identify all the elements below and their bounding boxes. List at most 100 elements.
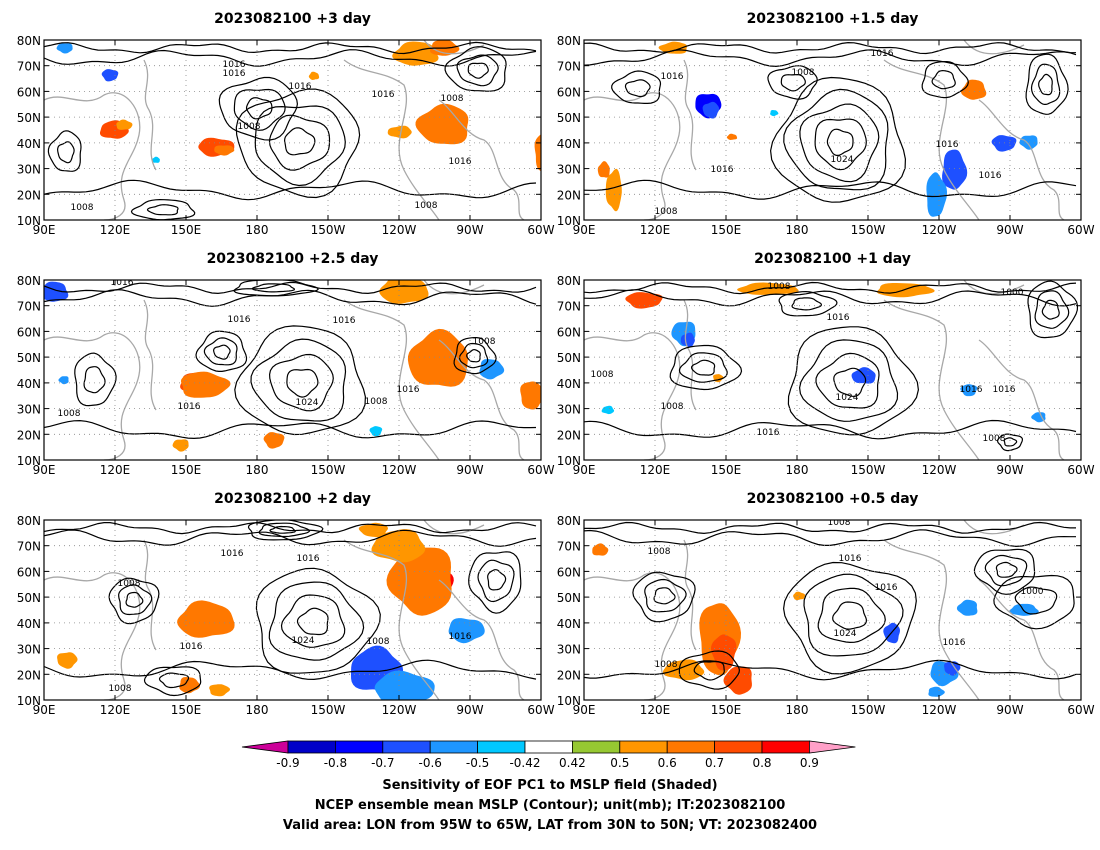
- lon-tick-label: 150E: [171, 223, 202, 237]
- colorbar-above-arrow: [809, 740, 856, 754]
- lat-tick-label: 30N: [17, 403, 41, 417]
- contour-label: 1016: [711, 165, 734, 175]
- contour-label: 1008: [365, 397, 388, 407]
- lat-tick-label: 10N: [17, 694, 41, 708]
- contour-label: 1024: [836, 393, 859, 403]
- lat-tick-label: 50N: [557, 591, 581, 605]
- contour-label: 1016: [757, 428, 780, 438]
- sensitivity-shading: [928, 686, 945, 697]
- lon-tick-label: 150E: [171, 703, 202, 717]
- colorbar: -0.9 -0.8 -0.7 -0.6 -0.5 -0.42 0.42 0.5 0.6 0.7 0.…: [241, 740, 856, 770]
- colorbar-tick-label: -0.42: [509, 756, 540, 770]
- contour-label: 1016: [936, 140, 959, 150]
- contour-label: 1016: [223, 60, 246, 70]
- lon-tick-label: 180: [246, 703, 269, 717]
- lon-tick-label: 150E: [711, 463, 742, 477]
- lon-tick-label: 150W: [311, 703, 346, 717]
- map-panel: 2023082100 +1.5 day 1016 1016 1008 1024 1016 1…: [557, 11, 1095, 237]
- contour-label: 1016: [449, 157, 472, 167]
- contour-label: 1008: [118, 579, 141, 589]
- lon-tick-label: 120E: [100, 463, 131, 477]
- lon-tick-label: 90E: [573, 703, 596, 717]
- sensitivity-shading: [702, 101, 720, 119]
- lat-tick-label: 80N: [17, 514, 41, 528]
- contour-label: 1008: [648, 547, 671, 557]
- mslp-contours: [584, 41, 1077, 203]
- sensitivity-shading: [371, 529, 426, 563]
- lon-tick-label: 90W: [996, 463, 1023, 477]
- contour-label: 1008: [58, 409, 81, 419]
- lat-tick-label: 40N: [17, 137, 41, 151]
- contour-label: 1024: [831, 155, 854, 165]
- colorbar-tick-label: 0.7: [705, 756, 724, 770]
- sensitivity-shading: [625, 292, 663, 309]
- sensitivity-shading: [374, 670, 435, 700]
- lon-tick-label: 60W: [527, 463, 554, 477]
- sensitivity-shading: [942, 149, 968, 190]
- sensitivity-shading: [358, 522, 388, 538]
- contour-label: 1016: [960, 385, 983, 395]
- lat-tick-label: 30N: [17, 163, 41, 177]
- lon-tick-label: 120W: [382, 463, 417, 477]
- sensitivity-shading: [172, 439, 189, 452]
- lon-tick-label: 120E: [100, 223, 131, 237]
- colorbar-tick-label: -0.5: [466, 756, 489, 770]
- lon-tick-label: 90W: [996, 703, 1023, 717]
- lat-tick-label: 70N: [17, 60, 41, 74]
- colorbar-tick-label: 0.42: [559, 756, 586, 770]
- contour-label: 1016: [871, 49, 894, 59]
- lat-tick-label: 50N: [557, 351, 581, 365]
- lon-tick-label: 120E: [640, 703, 671, 717]
- lon-tick-label: 60W: [1067, 223, 1094, 237]
- lon-tick-label: 90E: [33, 463, 56, 477]
- sensitivity-shading: [926, 172, 947, 217]
- colorbar-bin: [524, 740, 573, 754]
- colorbar-bin: [334, 740, 384, 754]
- sensitivity-shading: [1031, 412, 1046, 423]
- colorbar-bin: [429, 740, 479, 754]
- lat-tick-label: 70N: [17, 300, 41, 314]
- contour-label: 1008: [661, 402, 684, 412]
- sensitivity-shading: [387, 125, 412, 139]
- contour-label: 1016: [111, 278, 134, 288]
- lon-tick-label: 90E: [573, 463, 596, 477]
- sensitivity-shading: [876, 283, 935, 298]
- lat-tick-label: 10N: [557, 454, 581, 468]
- sensitivity-shading: [56, 43, 73, 54]
- lon-tick-label: 150W: [311, 463, 346, 477]
- lat-tick-label: 20N: [17, 668, 41, 682]
- contour-label: 1024: [292, 636, 315, 646]
- contour-label: 1016: [993, 385, 1016, 395]
- mslp-contours: [44, 280, 537, 440]
- coastline: [44, 280, 525, 460]
- sensitivity-shading: [605, 168, 622, 212]
- contour-label: 1016: [979, 171, 1002, 181]
- map-panel: 2023082100 +3 day10161016101610161008100…: [17, 11, 555, 237]
- colorbar-below-arrow: [241, 740, 289, 754]
- sensitivity-shading: [263, 432, 285, 449]
- lon-tick-label: 60W: [1067, 463, 1094, 477]
- lat-tick-label: 70N: [557, 300, 581, 314]
- coastline: [44, 40, 525, 220]
- contour-label: 1016: [827, 313, 850, 323]
- lat-tick-label: 50N: [17, 111, 41, 125]
- map-panel: 2023082100 +2.5 day 1016 1016 1016 1024 1016 1…: [17, 251, 555, 477]
- lat-tick-label: 50N: [17, 591, 41, 605]
- contour-label: 1024: [296, 398, 319, 408]
- lon-tick-label: 120W: [922, 223, 957, 237]
- sensitivity-shading: [592, 543, 609, 556]
- contour-label: 1008: [768, 282, 791, 292]
- lon-tick-label: 120W: [382, 223, 417, 237]
- sensitivity-shading: [151, 156, 160, 163]
- sensitivity-shading: [379, 280, 429, 304]
- lat-tick-label: 30N: [17, 643, 41, 657]
- sensitivity-shading: [726, 133, 738, 140]
- colorbar-tick-label: -0.6: [418, 756, 441, 770]
- sensitivity-shading: [407, 328, 468, 387]
- sensitivity-shading: [57, 652, 78, 669]
- sensitivity-shading: [44, 281, 69, 302]
- lat-tick-label: 80N: [557, 514, 581, 528]
- lat-tick-label: 60N: [17, 325, 41, 339]
- lon-tick-label: 120E: [640, 463, 671, 477]
- sensitivity-shading: [956, 599, 978, 616]
